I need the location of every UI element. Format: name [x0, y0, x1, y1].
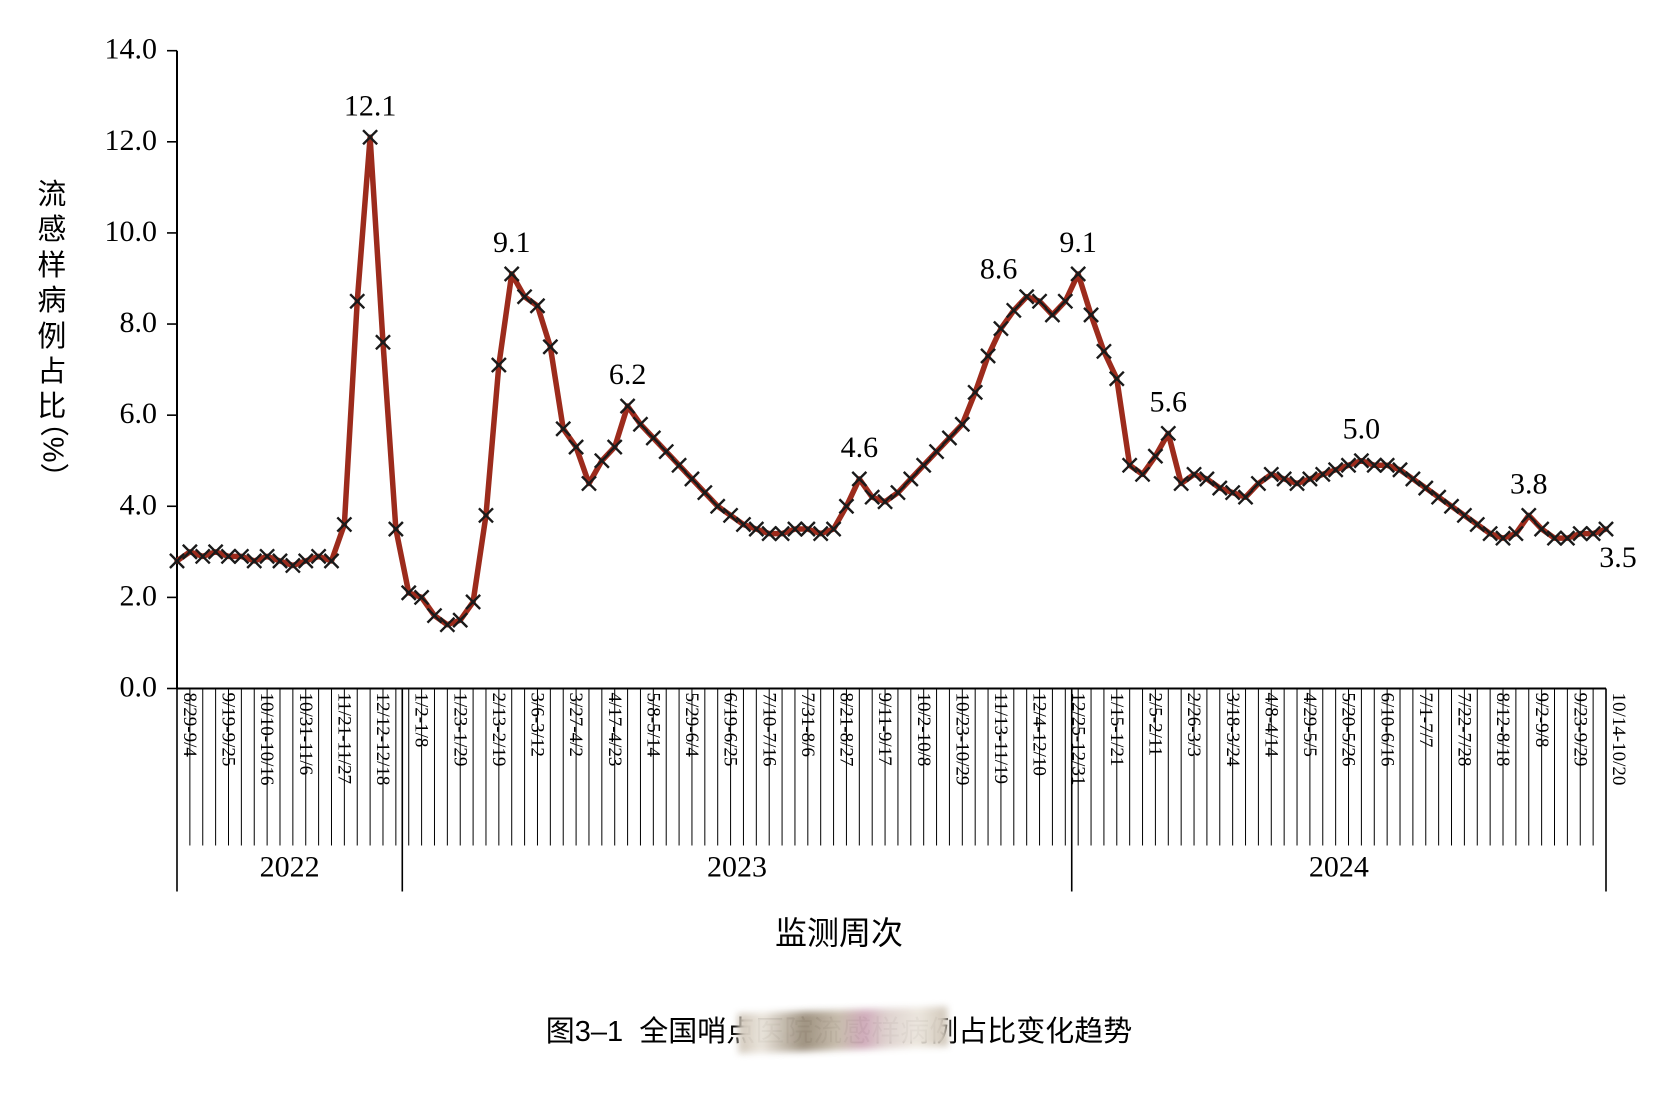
svg-text:2022: 2022 [260, 851, 320, 884]
svg-text:10/14-10/20: 10/14-10/20 [1608, 693, 1629, 786]
svg-text:12.0: 12.0 [105, 124, 158, 157]
svg-text:11/21-11/27: 11/21-11/27 [333, 693, 354, 784]
svg-text:7/1-7/7: 7/1-7/7 [1415, 693, 1436, 748]
svg-text:10/23-10/29: 10/23-10/29 [951, 693, 972, 786]
svg-text:6/10-6/16: 6/10-6/16 [1376, 693, 1397, 767]
svg-text:2.0: 2.0 [120, 579, 158, 612]
svg-text:4/17-4/23: 4/17-4/23 [604, 693, 625, 767]
svg-text:8/29-9/4: 8/29-9/4 [179, 693, 200, 758]
svg-text:5/8-5/14: 5/8-5/14 [642, 693, 663, 758]
svg-text:3.5: 3.5 [1599, 541, 1637, 574]
svg-text:4/29-5/5: 4/29-5/5 [1299, 693, 1320, 757]
svg-text:14.0: 14.0 [105, 33, 158, 66]
svg-text:5/20-5/26: 5/20-5/26 [1338, 693, 1359, 767]
svg-text:10/10-10/16: 10/10-10/16 [256, 693, 277, 786]
svg-text:9/23-9/29: 9/23-9/29 [1569, 693, 1590, 767]
svg-text:2023: 2023 [707, 851, 767, 884]
svg-text:7/22-7/28: 7/22-7/28 [1454, 693, 1475, 767]
svg-text:6.0: 6.0 [120, 397, 158, 430]
svg-text:10/31-11/6: 10/31-11/6 [295, 693, 316, 776]
svg-text:10/2-10/8: 10/2-10/8 [913, 693, 934, 767]
svg-text:3/27-4/2: 3/27-4/2 [565, 693, 586, 757]
svg-text:4.6: 4.6 [841, 431, 879, 464]
svg-text:12/4-12/10: 12/4-12/10 [1029, 693, 1050, 776]
svg-text:8/21-8/27: 8/21-8/27 [836, 693, 857, 767]
svg-text:10.0: 10.0 [105, 215, 158, 248]
svg-text:1/23-1/29: 1/23-1/29 [449, 693, 470, 767]
svg-text:1/2-1/8: 1/2-1/8 [411, 693, 432, 748]
svg-text:0.0: 0.0 [120, 671, 158, 704]
svg-text:5.0: 5.0 [1343, 413, 1381, 446]
svg-text:8.0: 8.0 [120, 306, 158, 339]
svg-text:9/2-9/8: 9/2-9/8 [1531, 693, 1552, 748]
svg-text:8.6: 8.6 [980, 253, 1018, 286]
svg-text:9.1: 9.1 [1059, 226, 1097, 259]
svg-text:7/31-8/6: 7/31-8/6 [797, 693, 818, 757]
svg-text:3.8: 3.8 [1510, 467, 1548, 500]
svg-text:9/11-9/17: 9/11-9/17 [874, 693, 895, 766]
svg-text:6/19-6/25: 6/19-6/25 [720, 693, 741, 767]
svg-text:7/10-7/16: 7/10-7/16 [758, 693, 779, 767]
svg-text:9.1: 9.1 [493, 226, 531, 259]
svg-text:11/13-11/19: 11/13-11/19 [990, 693, 1011, 784]
svg-text:5/29-6/4: 5/29-6/4 [681, 693, 702, 758]
svg-text:6.2: 6.2 [609, 358, 647, 391]
svg-text:1/15-1/21: 1/15-1/21 [1106, 693, 1127, 767]
svg-text:5.6: 5.6 [1150, 385, 1188, 418]
svg-text:8/12-8/18: 8/12-8/18 [1492, 693, 1513, 767]
svg-text:2/26-3/3: 2/26-3/3 [1183, 693, 1204, 757]
svg-text:2/13-2/19: 2/13-2/19 [488, 693, 509, 767]
svg-text:12/12-12/18: 12/12-12/18 [372, 693, 393, 786]
svg-text:12/25-12/31: 12/25-12/31 [1067, 693, 1088, 786]
svg-text:2024: 2024 [1309, 851, 1369, 884]
svg-text:3/18-3/24: 3/18-3/24 [1222, 693, 1243, 767]
svg-text:4/8-4/14: 4/8-4/14 [1260, 693, 1281, 758]
svg-text:3/6-3/12: 3/6-3/12 [527, 693, 548, 757]
svg-text:12.1: 12.1 [344, 89, 397, 122]
svg-text:9/19-9/25: 9/19-9/25 [218, 693, 239, 767]
svg-text:4.0: 4.0 [120, 488, 158, 521]
svg-text:2/5-2/11: 2/5-2/11 [1145, 693, 1166, 757]
